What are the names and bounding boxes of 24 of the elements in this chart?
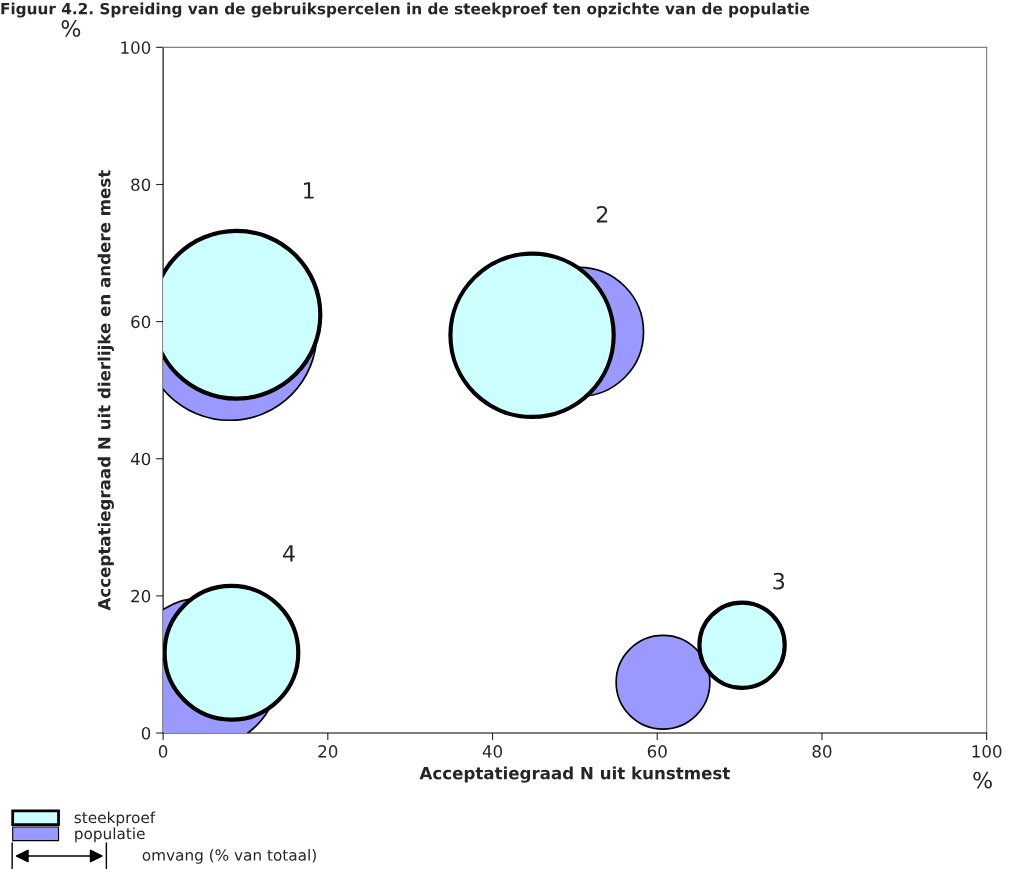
y-tick-label: 100 — [121, 41, 151, 54]
annotation: 3 — [773, 572, 785, 590]
x-tick-label: 100 — [972, 745, 1002, 758]
y-tick-label: 60 — [131, 315, 151, 329]
annotation: 2 — [596, 205, 608, 223]
legend-label: steekproef — [74, 811, 156, 827]
chart-title: Figuur 4.2. Spreiding van de gebruikspercelen in de steekproef ten opzichte van de populatie — [1, 2, 810, 18]
x-tick-label: 20 — [318, 745, 338, 758]
y-tick-label: 0 — [141, 726, 151, 740]
x-tick-label: 80 — [812, 745, 832, 758]
y-axis-title: Acceptatiegraad N uit dierlijke en andere mest — [97, 170, 114, 611]
x-axis-title: Acceptatiegraad N uit kunstmest — [419, 766, 730, 783]
y-tick-label: 40 — [130, 452, 151, 466]
x-tick-label: 40 — [482, 745, 503, 758]
text: % — [61, 20, 81, 37]
legend-label: populatie — [75, 827, 145, 843]
y-tick-label: 80 — [131, 178, 151, 192]
x-tick-label: 60 — [647, 745, 667, 758]
annotation: 1 — [304, 182, 314, 199]
text: omvang (% van totaal) — [142, 849, 316, 864]
annotation: 4 — [283, 545, 295, 562]
y-tick-label: 20 — [131, 589, 151, 603]
text: % — [973, 771, 992, 789]
x-tick-label: 0 — [158, 745, 168, 758]
